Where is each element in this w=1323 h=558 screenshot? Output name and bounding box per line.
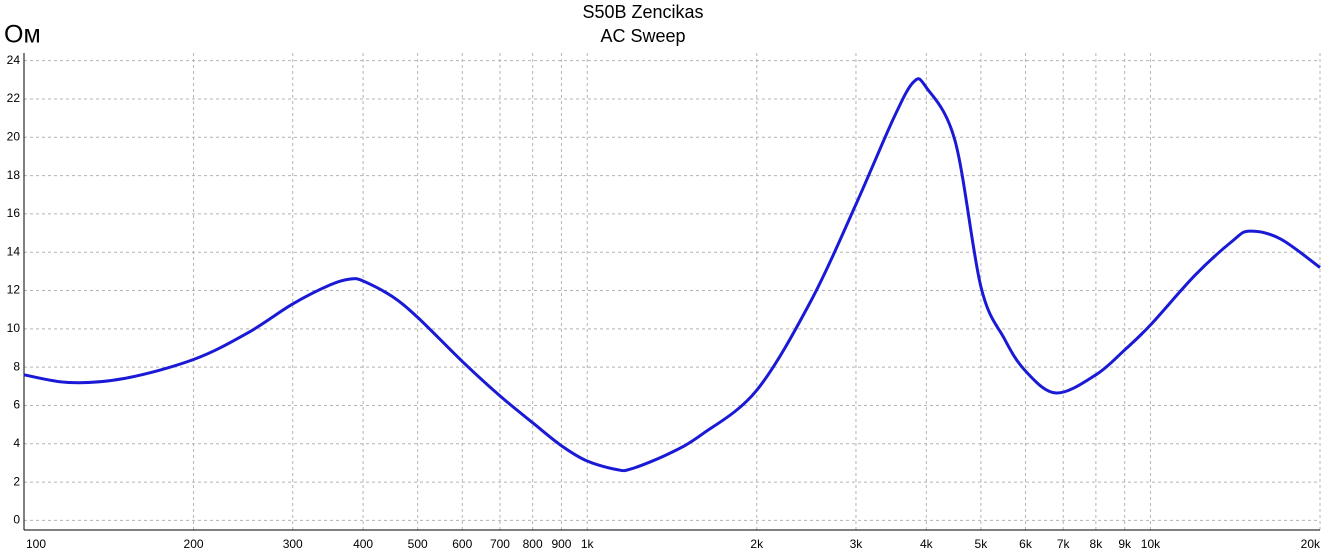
x-tick-label: 7k (1057, 537, 1071, 551)
x-tick-label: 8k (1090, 537, 1104, 551)
y-tick-label: 2 (13, 474, 20, 488)
y-tick-label: 4 (13, 436, 20, 450)
x-tick-label: 3k (850, 537, 864, 551)
impedance-line (23, 77, 1321, 473)
x-tick-label: 5k (975, 537, 989, 551)
x-tick-label: 300 (283, 537, 303, 551)
x-tick-label: 20k (1301, 537, 1321, 551)
x-tick-label: 500 (408, 537, 428, 551)
y-tick-label: 16 (7, 206, 21, 220)
y-tick-label: 20 (7, 129, 21, 143)
chart-subtitle: AC Sweep (600, 26, 685, 46)
y-tick-label: 0 (13, 513, 20, 527)
x-tick-label: 10k (1141, 537, 1161, 551)
x-tick-label: 100 (26, 537, 46, 551)
y-tick-label: 22 (7, 91, 21, 105)
y-tick-label: 14 (7, 244, 21, 258)
x-tick-label: 600 (452, 537, 472, 551)
x-tick-label: 9k (1118, 537, 1132, 551)
x-tick-label: 1k (581, 537, 595, 551)
x-tick-label: 6k (1019, 537, 1033, 551)
y-tick-label: 24 (7, 53, 21, 67)
x-tick-label: 900 (551, 537, 571, 551)
x-tick-label: 800 (523, 537, 543, 551)
x-tick-label: 200 (184, 537, 204, 551)
x-tick-label: 700 (490, 537, 510, 551)
x-tick-label: 400 (353, 537, 373, 551)
x-tick-label: 4k (920, 537, 934, 551)
y-tick-label: 12 (7, 283, 21, 297)
y-tick-label: 10 (7, 321, 21, 335)
y-tick-label: 6 (13, 398, 20, 412)
chart-title: S50B Zencikas (582, 2, 703, 22)
y-tick-label: 8 (13, 359, 20, 373)
x-tick-label: 2k (750, 537, 764, 551)
y-tick-label: 18 (7, 168, 21, 182)
y-axis-label: Ом (4, 21, 41, 49)
